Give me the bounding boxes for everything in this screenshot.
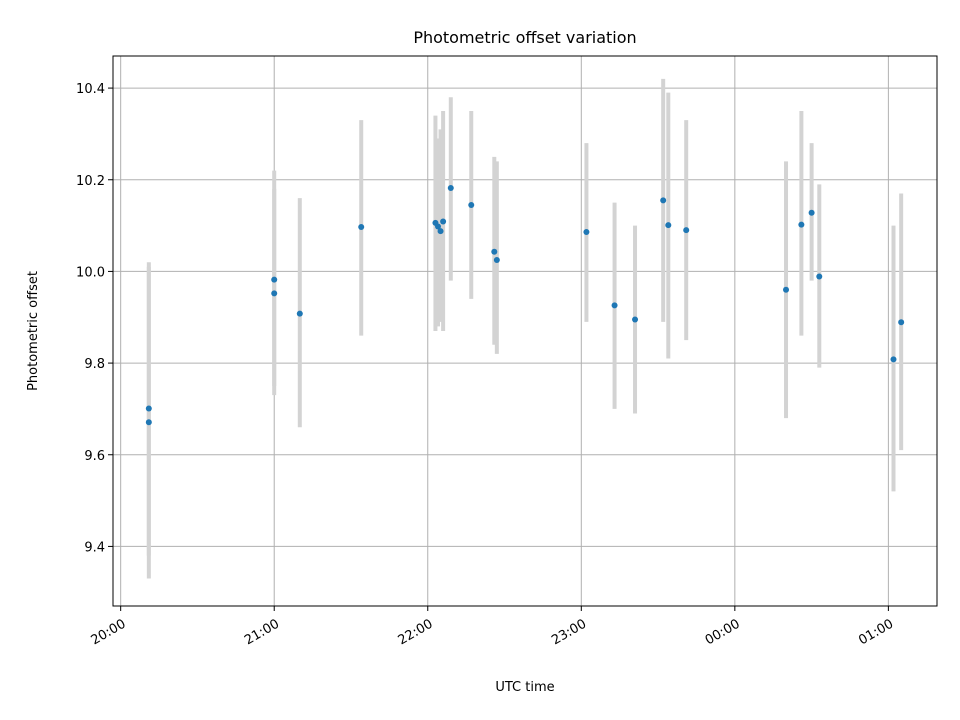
data-point <box>145 405 152 412</box>
y-tick-label: 9.8 <box>84 357 105 372</box>
chart-title: Photometric offset variation <box>413 28 636 47</box>
data-point <box>271 290 278 297</box>
data-point <box>808 209 815 216</box>
data-point <box>798 221 805 228</box>
data-point <box>816 273 823 280</box>
data-point <box>890 356 897 363</box>
data-point <box>358 223 365 230</box>
data-point <box>665 222 672 229</box>
data-point <box>296 310 303 317</box>
data-point <box>611 302 618 309</box>
data-point <box>660 197 667 204</box>
data-point <box>783 286 790 293</box>
data-point <box>493 256 500 263</box>
data-point <box>491 248 498 255</box>
plot-area <box>113 56 937 606</box>
data-point <box>898 319 905 326</box>
data-point <box>468 201 475 208</box>
data-point <box>437 228 444 235</box>
y-axis-label: Photometric offset <box>26 271 41 391</box>
data-point <box>271 276 278 283</box>
plot-frame <box>112 55 938 607</box>
y-tick-label: 10.4 <box>76 82 105 97</box>
data-point <box>145 419 152 426</box>
data-point <box>632 316 639 323</box>
y-tick-label: 9.4 <box>84 540 105 555</box>
data-point <box>447 185 454 191</box>
y-axis-ticks: 9.4 9.6 9.8 10.0 10.2 10.4 <box>76 82 113 555</box>
data-point <box>440 218 447 225</box>
y-tick-label: 10.0 <box>76 265 105 280</box>
y-tick-label: 9.6 <box>84 449 105 464</box>
data-point <box>683 227 690 234</box>
y-tick-label: 10.2 <box>76 174 105 189</box>
x-axis-label: UTC time <box>495 680 554 695</box>
data-point <box>583 229 590 235</box>
data-point <box>434 223 441 230</box>
data-points <box>145 185 905 426</box>
